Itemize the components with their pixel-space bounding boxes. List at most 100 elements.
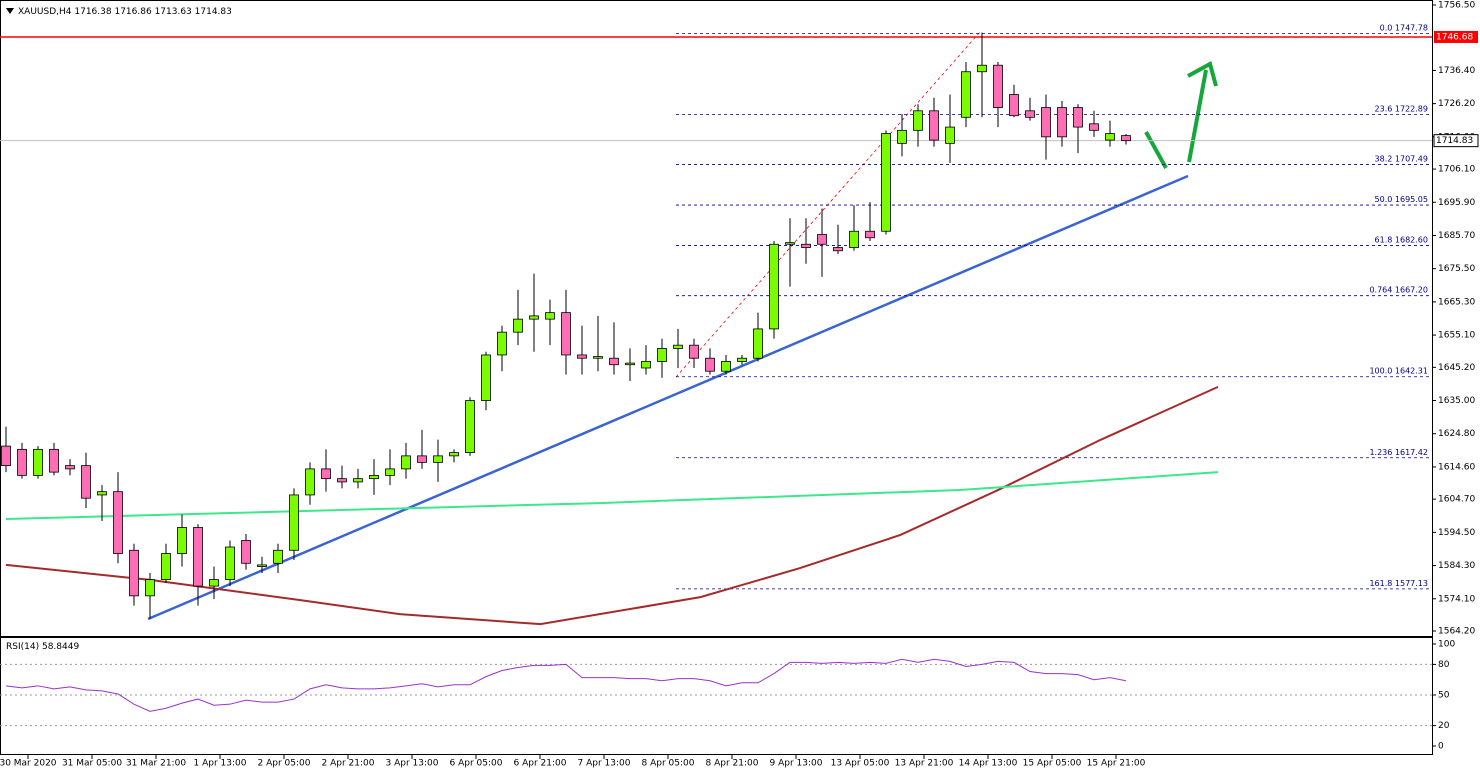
candle-body [945,126,955,144]
x-tick-label: 31 Mar 21:00 [126,759,186,769]
candle-body [545,312,555,320]
y-tick-label: 1756.50 [1438,1,1475,11]
candle-body [337,478,347,483]
chart-title: XAUUSD,H4 1716.38 1716.86 1713.63 1714.8… [18,7,232,17]
y-tick-label: 1706.10 [1438,165,1475,175]
candle-body [865,230,875,239]
resistance-box [1434,30,1478,43]
candle-body [353,478,363,483]
candle-body [929,110,939,141]
candle-body [161,553,171,580]
y-tick-label: 1665.30 [1438,297,1475,307]
fib-ratio: 1.236 [1369,447,1392,456]
candle-body [465,400,475,454]
candle-body [513,318,523,333]
fib-price: 1617.42 [1395,447,1428,456]
fib-anchor-line [675,31,981,378]
fib-price: 1747.78 [1395,23,1428,32]
trendline [147,174,1189,621]
candle-body [1057,107,1067,138]
fib-price: 1707.49 [1395,154,1428,163]
x-tick-label: 8 Apr 05:00 [642,759,695,769]
x-tick-label: 7 Apr 13:00 [578,759,631,769]
y-tick-label: 1695.90 [1438,198,1475,208]
candle-body [145,579,155,597]
x-tick-label: 13 Apr 21:00 [895,759,954,769]
y-tick-label: 1624.80 [1438,429,1475,439]
fib-price: 1682.60 [1395,235,1428,244]
fib-ratio: 0.764 [1369,285,1392,294]
candle-body [449,452,459,457]
candle-body [913,110,923,131]
moving-average [5,471,1219,521]
x-tick-label: 8 Apr 21:00 [706,759,759,769]
arrow-down-leg [1144,131,1168,169]
fib-label: 50.0 1695.05 [1375,195,1428,204]
x-tick-label: 9 Apr 13:00 [770,759,823,769]
candle-body [833,247,843,252]
candle-body [1089,123,1099,131]
y-tick-label: 1564.20 [1438,627,1475,637]
y-tick-label: 1574.10 [1438,594,1475,604]
rsi-tick-label: 0 [1438,742,1444,752]
y-tick-label: 1635.00 [1438,396,1475,406]
candle-body [81,465,91,499]
x-tick-label: 2 Apr 21:00 [322,759,375,769]
candle-body [97,491,107,496]
y-tick-label: 1685.70 [1438,231,1475,241]
resistance-label: 1746.68 [1436,32,1473,42]
candle-body [401,455,411,470]
x-tick-label: 15 Apr 21:00 [1087,759,1146,769]
x-tick-label: 31 Mar 05:00 [62,759,122,769]
candle-body [609,357,619,366]
y-tick-label: 1614.60 [1438,462,1475,472]
candle-body [225,546,235,580]
fib-label: 23.6 1722.89 [1375,104,1428,113]
x-tick-label: 30 Mar 2020 [0,759,57,769]
candle-body [321,468,331,480]
x-tick-label: 3 Apr 13:00 [386,759,439,769]
current-price-box [1433,134,1479,148]
rsi-title: RSI(14) 58.8449 [6,642,79,652]
candle-body [273,549,283,564]
candle-body [801,243,811,248]
candle-body [849,230,859,248]
y-tick-label: 1584.30 [1438,561,1475,571]
candle-body [481,354,491,401]
candle-body [417,455,427,463]
candle-body [625,362,635,366]
candle-body [113,491,123,554]
candle-body [65,465,75,470]
candle-body [257,564,267,567]
candle-body [689,344,699,359]
candle-body [529,315,539,320]
y-tick-label: 1736.40 [1438,66,1475,76]
candle-body [769,243,779,330]
rsi-tick-label: 20 [1438,721,1450,731]
fib-label: 61.8 1682.60 [1375,235,1428,244]
x-tick-label: 1 Apr 13:00 [194,759,247,769]
arrow-head [1187,61,1218,87]
x-tick-label: 14 Apr 13:00 [959,759,1018,769]
fib-price: 1577.13 [1395,578,1428,587]
candle-body [673,344,683,349]
candle-body [1,445,11,467]
candle-body [433,455,443,463]
candle-body [209,579,219,587]
candle-body [961,71,971,118]
candle-body [385,468,395,476]
candle-body [177,527,187,554]
candle-body [305,468,315,496]
fib-ratio: 23.6 [1375,104,1393,113]
y-tick-label: 1645.20 [1438,363,1475,373]
candle-body [977,64,987,73]
candle-body [577,354,587,359]
x-tick-label: 6 Apr 21:00 [514,759,567,769]
candle-body [33,448,43,476]
fib-price: 1642.31 [1395,366,1428,375]
candle-body [1105,133,1115,141]
fib-label: 161.8 1577.13 [1369,578,1428,587]
candle-body [753,328,763,359]
candle-body [369,474,379,480]
